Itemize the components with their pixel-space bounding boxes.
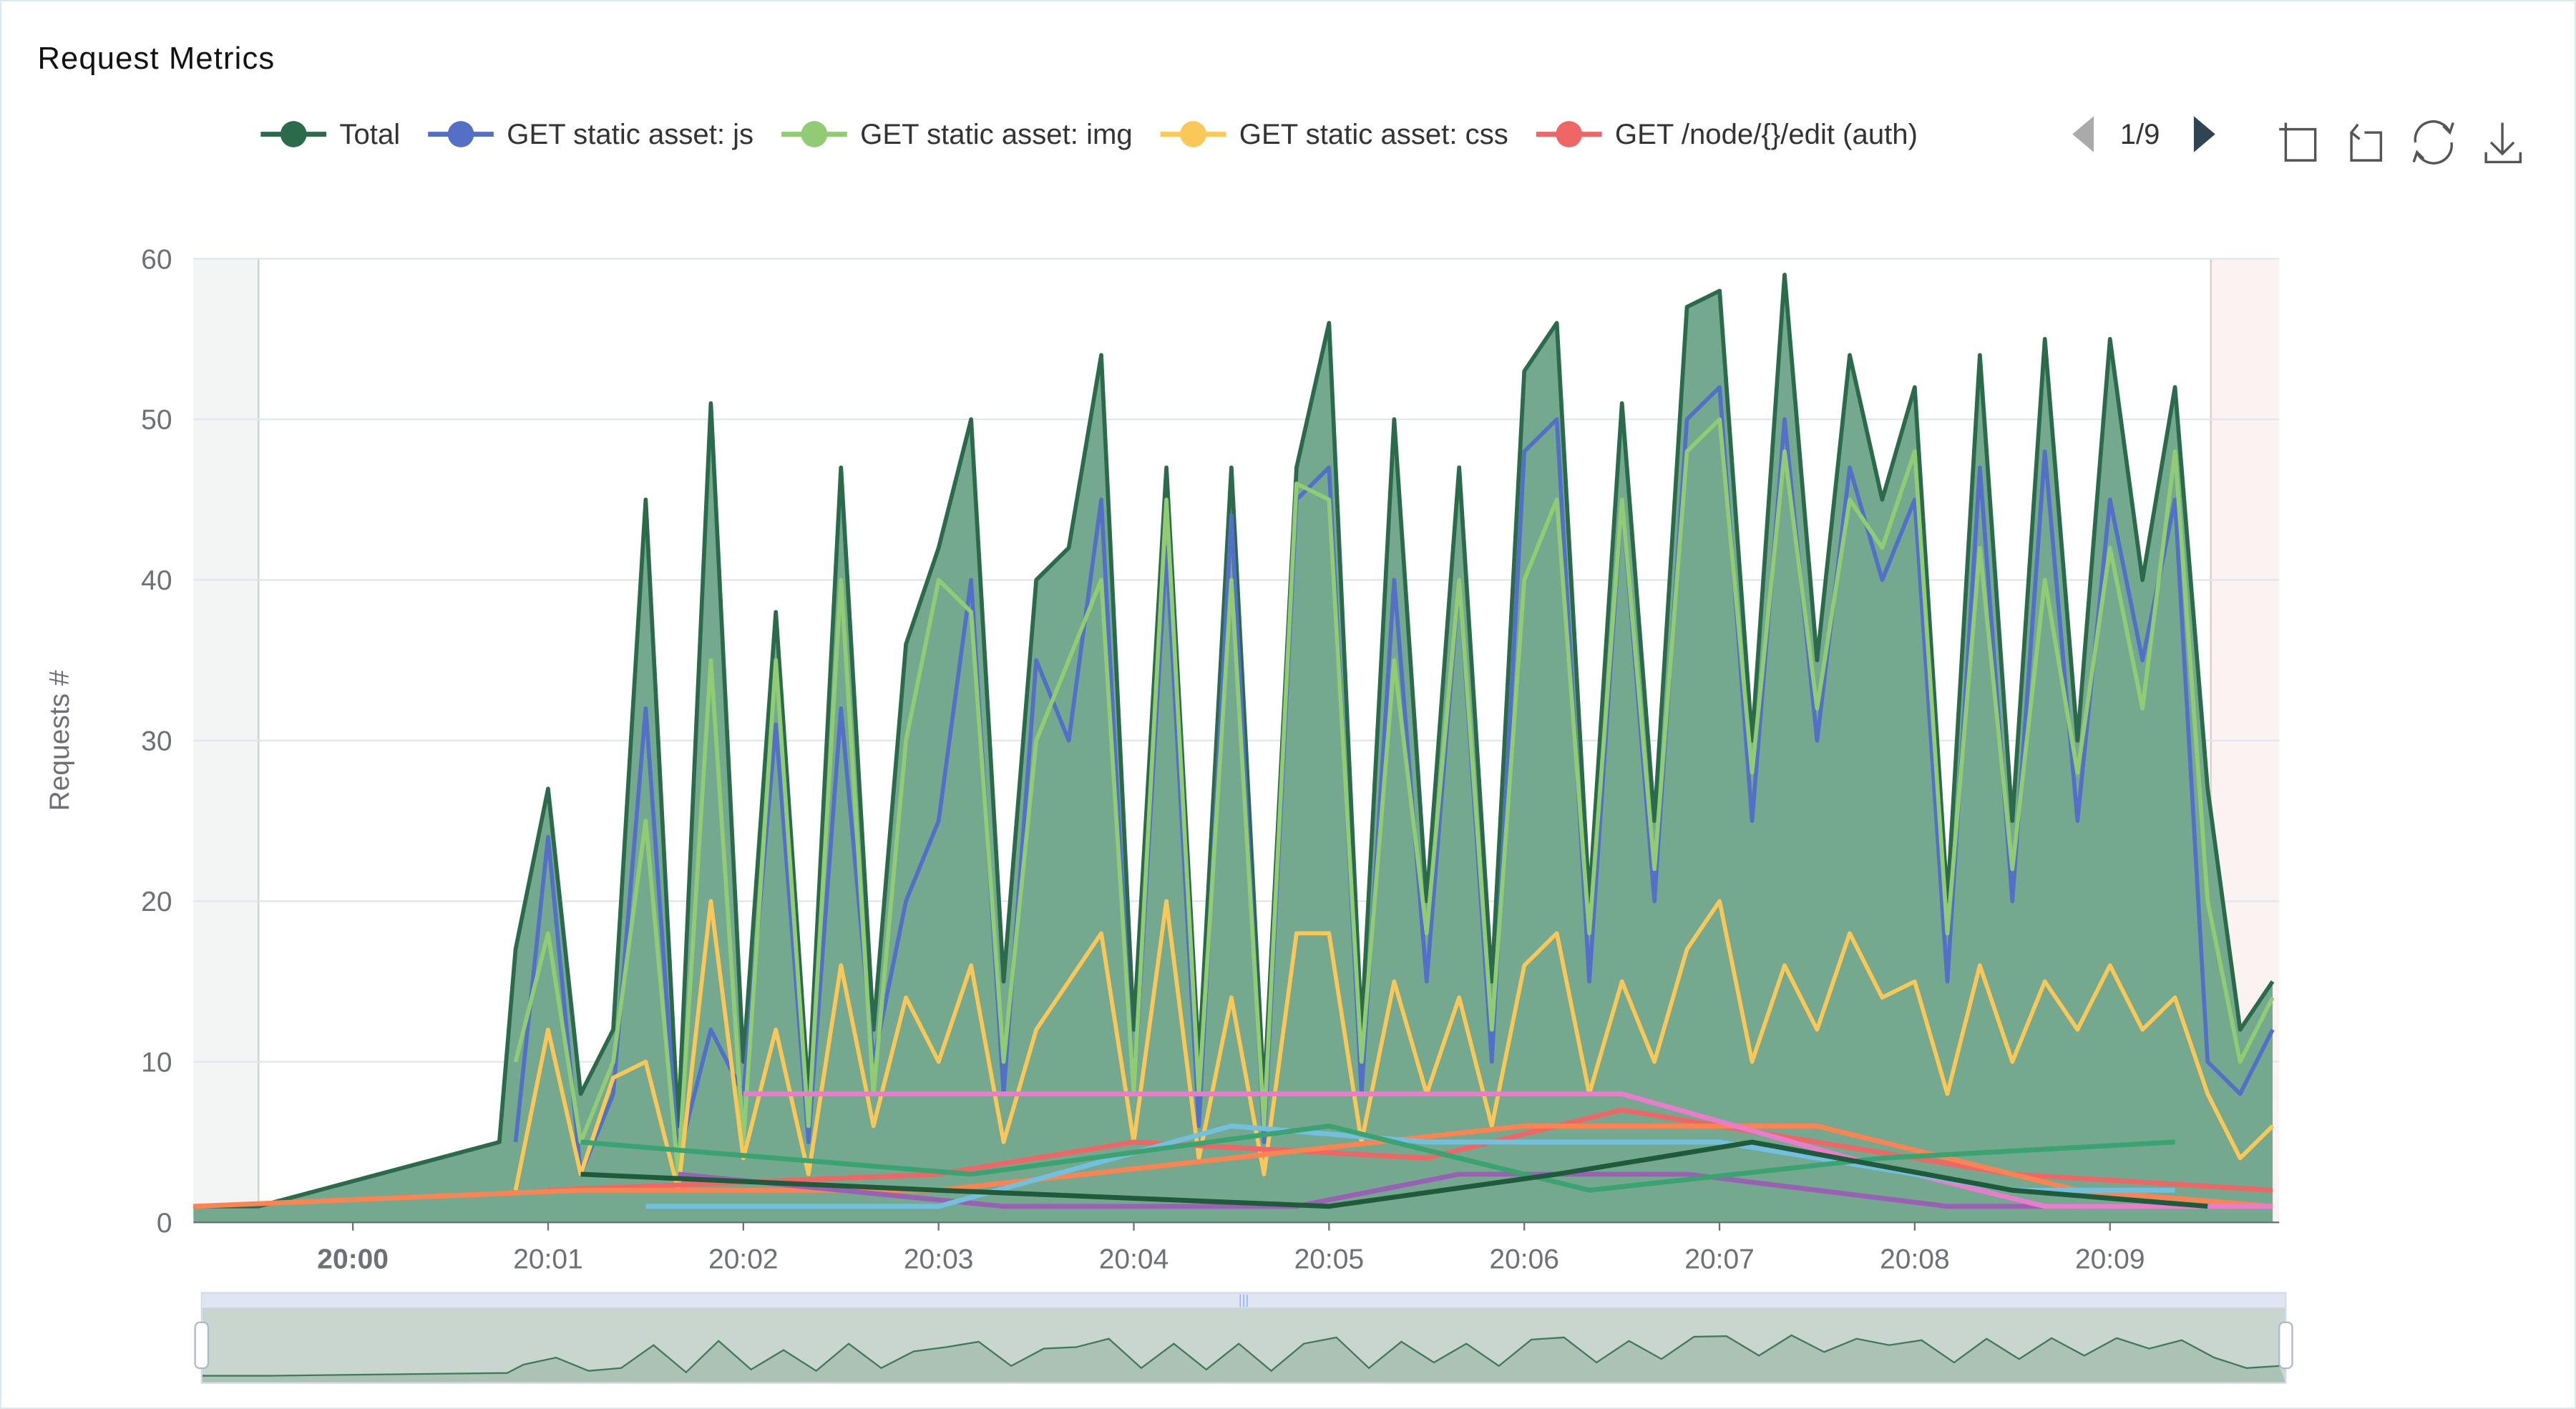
slider-preview-line [201,1334,2280,1377]
plot-area: 0 10 20 30 40 50 60 20:00 20:01 20:02 20:03 20:04 20… [141,244,2280,1274]
series-line [513,899,2275,1193]
y-axis-label: Requests # [44,670,75,811]
series-line [193,273,2275,1209]
legend-marker-icon [1180,121,1206,147]
x-tick-label: 20:01 [513,1244,583,1274]
slider-left-handle[interactable] [194,1321,210,1370]
chart-title: Request Metrics [37,42,275,76]
x-tick-label: 20:00 [317,1244,389,1274]
x-tick-label: 20:03 [904,1244,974,1274]
series-line [678,1171,2110,1209]
legend-item[interactable]: GET static asset: css [1160,119,1508,150]
slider-right-handle[interactable] [2278,1321,2293,1370]
zoom-icon[interactable] [2279,122,2317,162]
series-line [513,417,2275,1176]
x-tick-label: 20:05 [1294,1244,1365,1274]
toolbox [2279,120,2522,165]
slider-move-handle[interactable] [201,1292,2286,1308]
slider-preview-area [201,1335,2286,1383]
legend-marker-icon [447,121,474,147]
legend-label: GET /node/{}/edit (auth) [1615,119,1918,150]
y-tick-label: 0 [157,1208,172,1239]
slider-grip-icon: ||| [1239,1292,1249,1307]
legend-page-indicator: 1/9 [2120,119,2160,150]
total-area [193,275,2273,1223]
y-tick-label: 60 [141,244,172,275]
series-line [743,1091,2273,1209]
legend-marker-icon [280,121,307,147]
legend-item[interactable]: GET /node/{}/edit (auth) [1536,119,1918,150]
series-line [580,1139,2208,1209]
y-tick-label: 40 [141,565,172,596]
series-line [547,1107,2273,1193]
legend-item[interactable]: GET static asset: js [428,119,753,150]
chevron-right-icon[interactable] [2193,116,2215,152]
y-tick-label: 20 [141,887,172,917]
y-tick-label: 30 [141,726,172,757]
legend-marker-icon [1556,121,1583,147]
download-icon[interactable] [2484,122,2522,164]
zoom-reset-icon[interactable] [2349,123,2383,162]
x-tick-label: 20:06 [1489,1244,1559,1274]
x-tick-label: 20:04 [1099,1244,1169,1274]
series-line [193,1123,2273,1209]
data-zoom-slider[interactable]: ||| [194,1292,2293,1384]
x-tick-label: 20:08 [1880,1244,1950,1274]
legend-item[interactable]: Total [260,119,400,150]
legend-item[interactable]: GET static asset: img [781,119,1133,150]
legend-label: GET static asset: js [507,119,753,150]
legend: Total GET static asset: js GET static asse… [260,119,1918,150]
legend-label: GET static asset: css [1239,119,1508,150]
chevron-left-icon[interactable] [2072,116,2094,152]
legend-marker-icon [801,121,828,147]
x-tick-label: 20:02 [708,1244,779,1274]
legend-label: GET static asset: img [860,119,1133,150]
legend-pager: 1/9 [2072,116,2215,152]
restore-icon[interactable] [2412,120,2454,165]
x-tick-label: 20:07 [1684,1244,1755,1274]
legend-label: Total [339,119,400,150]
series-line [580,1123,2175,1193]
y-tick-label: 50 [141,405,172,436]
series-line [513,385,2275,1176]
y-tick-label: 10 [141,1048,172,1078]
x-tick-label: 20:09 [2075,1244,2145,1274]
